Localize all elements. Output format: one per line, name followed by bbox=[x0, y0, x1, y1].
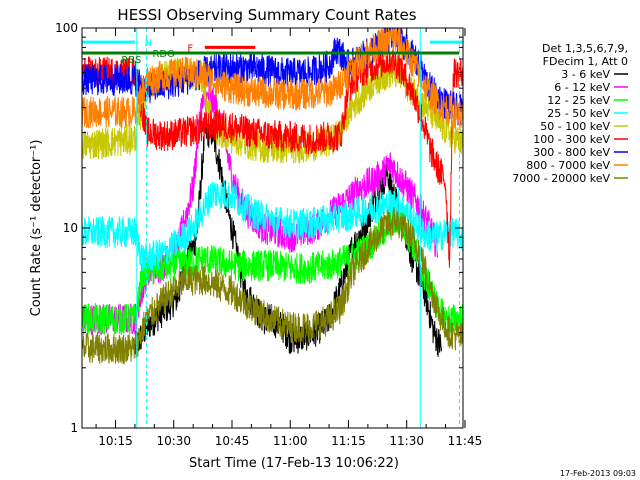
legend-label: 6 - 12 keV bbox=[554, 81, 610, 94]
flag-label: F bbox=[187, 43, 193, 54]
flag-label: N bbox=[145, 38, 152, 49]
flag-label: RBS bbox=[121, 55, 141, 66]
series-line bbox=[82, 28, 463, 130]
series-line bbox=[82, 207, 463, 365]
x-tick-label: 11:45 bbox=[448, 434, 483, 448]
series-line bbox=[82, 84, 439, 336]
x-tick-label: 11:00 bbox=[273, 434, 308, 448]
legend-label: 3 - 6 keV bbox=[561, 68, 610, 81]
series-line bbox=[82, 180, 463, 274]
legend-header: FDecim 1, Att 0 bbox=[543, 55, 628, 68]
x-tick-label: 10:45 bbox=[215, 434, 250, 448]
legend-label: 12 - 25 keV bbox=[547, 94, 610, 107]
y-tick-label: 1 bbox=[70, 421, 78, 435]
x-axis-title: Start Time (17-Feb-13 10:06:22) bbox=[189, 456, 399, 471]
legend-label: 7000 - 20000 keV bbox=[512, 172, 610, 185]
axes: 1 10 100 10:15 10:30 10:45 11:00 11:15 11:30 11:4… bbox=[55, 21, 482, 448]
x-tick-label: 11:15 bbox=[331, 434, 366, 448]
series-traces bbox=[82, 28, 463, 428]
legend-label: 800 - 7000 keV bbox=[526, 159, 610, 172]
legend-header: Det 1,3,5,6,7,9, bbox=[542, 42, 628, 55]
x-tick-label: 10:30 bbox=[156, 434, 191, 448]
timestamp: 17-Feb-2013 09:03 bbox=[560, 469, 636, 478]
flag-label: RDO bbox=[152, 49, 175, 60]
y-tick-label: 10 bbox=[63, 221, 78, 235]
series-line bbox=[82, 44, 463, 268]
legend: Det 1,3,5,6,7,9,FDecim 1, Att 03 - 6 keV… bbox=[512, 42, 628, 185]
y-tick-label: 100 bbox=[55, 21, 78, 35]
legend-label: 300 - 800 keV bbox=[533, 146, 610, 159]
legend-label: 25 - 50 keV bbox=[547, 107, 610, 120]
legend-label: 50 - 100 keV bbox=[540, 120, 610, 133]
x-tick-label: 11:30 bbox=[389, 434, 424, 448]
y-axis-title: Count Rate (s⁻¹ detector⁻¹) bbox=[29, 140, 44, 317]
x-tick-label: 10:15 bbox=[98, 434, 133, 448]
chart-title: HESSI Observing Summary Count Rates bbox=[117, 6, 416, 24]
legend-label: 100 - 300 keV bbox=[533, 133, 610, 146]
